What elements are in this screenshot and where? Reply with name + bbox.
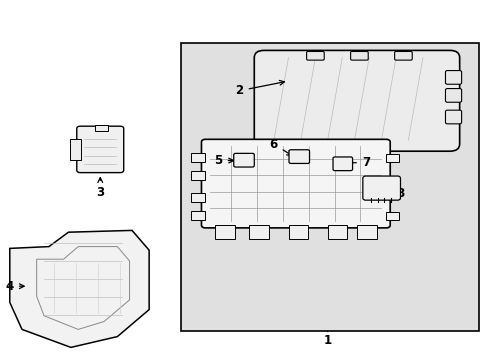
FancyBboxPatch shape bbox=[362, 176, 400, 200]
FancyBboxPatch shape bbox=[350, 51, 367, 60]
FancyBboxPatch shape bbox=[306, 51, 324, 60]
Bar bbox=[386, 183, 398, 191]
Bar bbox=[288, 225, 307, 239]
Bar bbox=[190, 193, 205, 202]
FancyBboxPatch shape bbox=[254, 50, 459, 151]
Bar bbox=[190, 171, 205, 180]
Text: 5: 5 bbox=[214, 154, 233, 167]
Text: 8: 8 bbox=[371, 187, 403, 200]
FancyBboxPatch shape bbox=[394, 51, 411, 60]
Polygon shape bbox=[10, 230, 149, 347]
Text: 7: 7 bbox=[341, 156, 369, 169]
FancyBboxPatch shape bbox=[77, 126, 123, 173]
Text: 6: 6 bbox=[269, 138, 291, 156]
FancyBboxPatch shape bbox=[288, 150, 309, 163]
FancyBboxPatch shape bbox=[332, 157, 352, 171]
Bar bbox=[190, 153, 205, 162]
Bar bbox=[190, 211, 205, 220]
Text: 2: 2 bbox=[235, 80, 284, 97]
FancyBboxPatch shape bbox=[445, 89, 461, 102]
Bar bbox=[386, 212, 398, 220]
Bar bbox=[70, 139, 81, 160]
Text: 4: 4 bbox=[6, 280, 24, 293]
Bar bbox=[386, 154, 398, 162]
Bar bbox=[95, 125, 107, 131]
FancyBboxPatch shape bbox=[445, 71, 461, 84]
Bar bbox=[215, 225, 234, 239]
FancyBboxPatch shape bbox=[201, 139, 389, 228]
FancyBboxPatch shape bbox=[445, 110, 461, 124]
Bar bbox=[327, 225, 346, 239]
FancyBboxPatch shape bbox=[181, 43, 478, 331]
Bar bbox=[356, 225, 376, 239]
Text: 3: 3 bbox=[96, 178, 104, 199]
Bar bbox=[249, 225, 268, 239]
Text: 1: 1 bbox=[323, 334, 331, 347]
FancyBboxPatch shape bbox=[233, 153, 254, 167]
